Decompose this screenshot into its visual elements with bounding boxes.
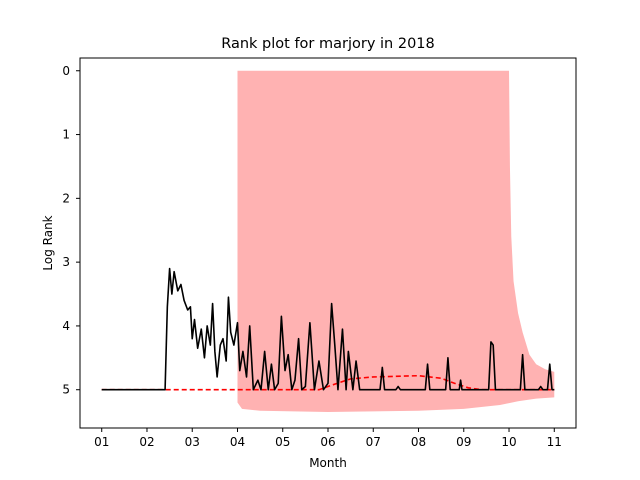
x-tick-label: 08 — [411, 435, 426, 449]
x-tick-label: 09 — [456, 435, 471, 449]
y-axis-label: Log Rank — [41, 215, 55, 270]
x-tick-label: 04 — [230, 435, 245, 449]
y-axis-ticks: 0 1 2 3 4 5 — [62, 64, 80, 397]
x-tick-label: 06 — [320, 435, 335, 449]
plot-area — [101, 70, 555, 413]
x-tick-label: 05 — [275, 435, 290, 449]
rank-line — [101, 267, 555, 391]
y-tick-label: 5 — [62, 383, 70, 397]
y-tick-label: 2 — [62, 191, 70, 205]
chart-title: Rank plot for marjory in 2018 — [221, 36, 435, 52]
x-axis-label: Month — [309, 456, 347, 470]
x-tick-label: 01 — [94, 435, 109, 449]
x-tick-label: 11 — [547, 435, 562, 449]
y-tick-label: 3 — [62, 255, 70, 269]
x-axis-ticks: 01 02 03 04 05 06 07 08 09 10 11 — [94, 428, 562, 449]
x-tick-label: 02 — [139, 435, 154, 449]
y-tick-label: 0 — [62, 64, 70, 78]
y-tick-label: 4 — [62, 319, 70, 333]
y-tick-label: 1 — [62, 128, 70, 142]
x-tick-label: 03 — [185, 435, 200, 449]
confidence-band — [237, 70, 555, 413]
x-tick-label: 07 — [366, 435, 381, 449]
x-tick-label: 10 — [501, 435, 516, 449]
